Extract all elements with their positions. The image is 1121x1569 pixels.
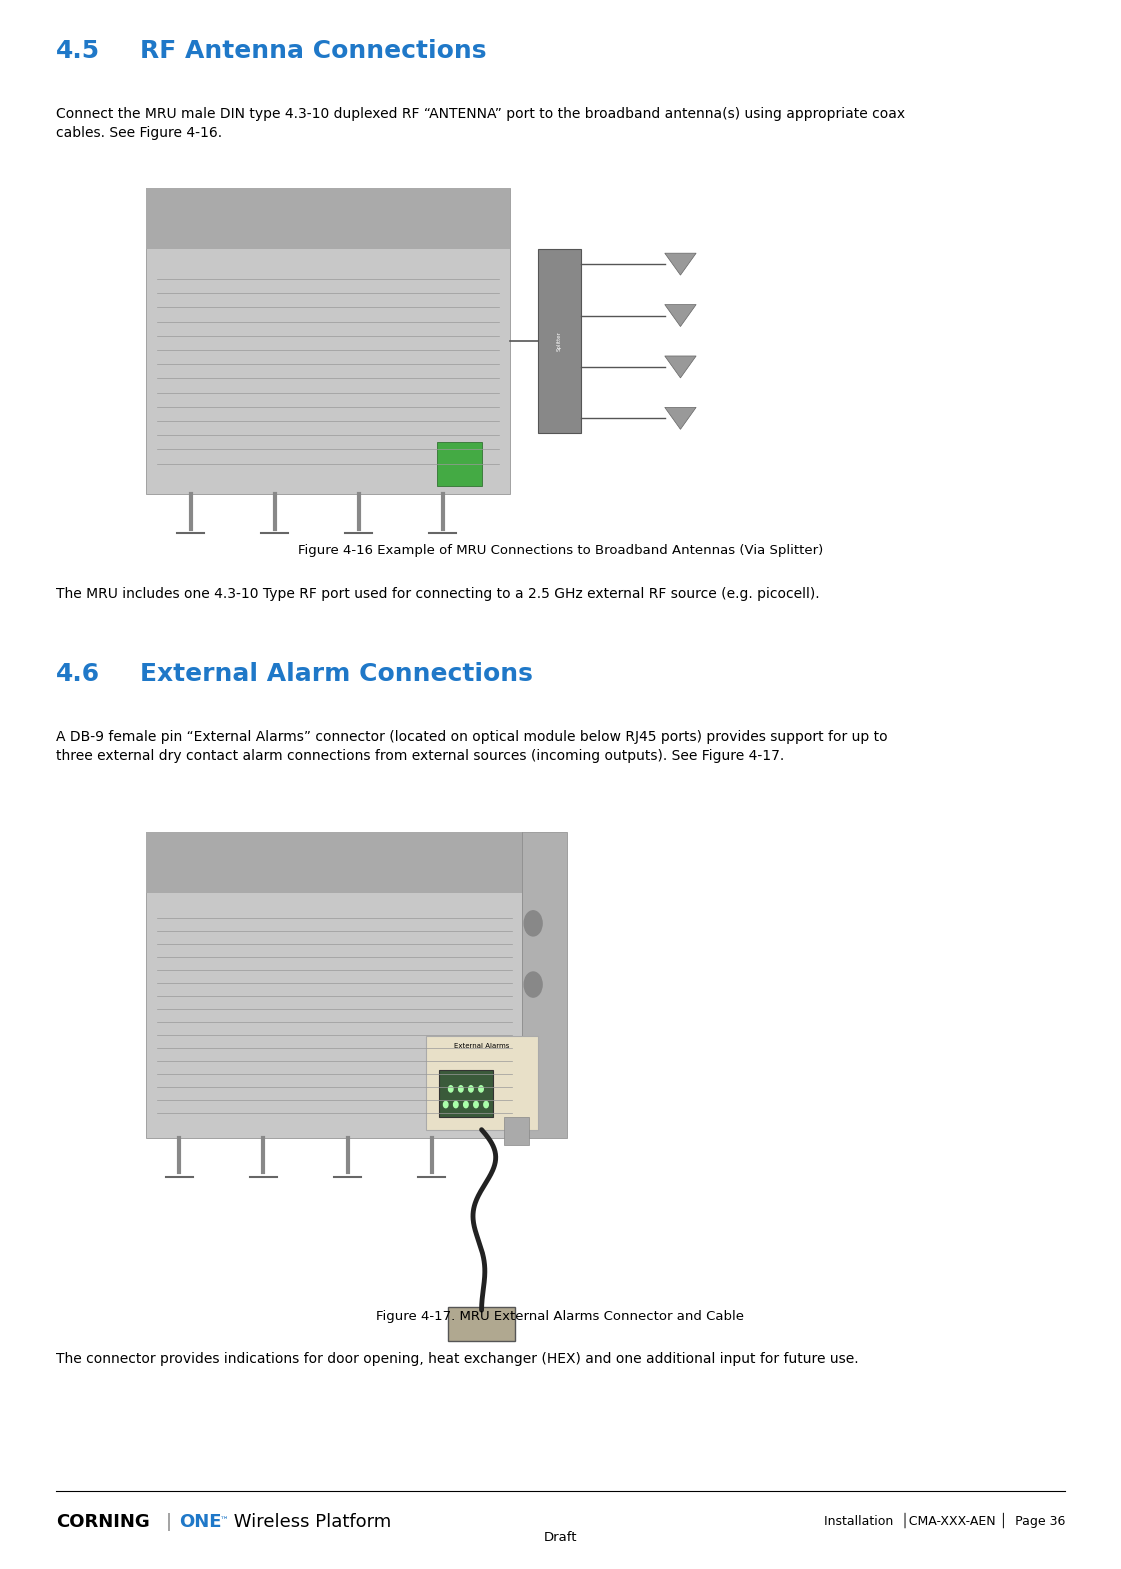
Polygon shape — [665, 304, 696, 326]
Circle shape — [464, 1101, 469, 1108]
Bar — [439, 1070, 493, 1117]
Text: External Alarms: External Alarms — [454, 1043, 509, 1050]
Circle shape — [469, 1086, 473, 1092]
Polygon shape — [665, 253, 696, 275]
Text: Draft: Draft — [544, 1531, 577, 1544]
Text: A DB-9 female pin “External Alarms” connector (located on optical module below R: A DB-9 female pin “External Alarms” conn… — [56, 730, 888, 763]
Text: Splitter: Splitter — [557, 331, 562, 351]
Text: 4.5: 4.5 — [56, 39, 100, 63]
Bar — [538, 249, 581, 433]
Text: RF Antenna Connections: RF Antenna Connections — [140, 39, 487, 63]
Bar — [448, 1307, 516, 1341]
Text: |: | — [166, 1513, 172, 1530]
Circle shape — [479, 1086, 483, 1092]
Circle shape — [474, 1101, 479, 1108]
Circle shape — [525, 971, 543, 998]
Bar — [437, 442, 482, 486]
Bar — [146, 832, 522, 1138]
Text: CORNING: CORNING — [56, 1513, 150, 1530]
Polygon shape — [665, 356, 696, 378]
Circle shape — [525, 910, 543, 935]
Polygon shape — [665, 408, 696, 430]
Bar — [504, 1117, 529, 1145]
Circle shape — [448, 1086, 453, 1092]
Text: ONE: ONE — [179, 1513, 222, 1530]
Text: Installation  │CMA-XXX-AEN │  Page 36: Installation │CMA-XXX-AEN │ Page 36 — [824, 1513, 1065, 1528]
Circle shape — [458, 1086, 463, 1092]
Bar — [146, 188, 510, 494]
Circle shape — [484, 1101, 489, 1108]
Bar — [146, 832, 522, 893]
Text: The MRU includes one 4.3-10 Type RF port used for connecting to a 2.5 GHz extern: The MRU includes one 4.3-10 Type RF port… — [56, 587, 819, 601]
Text: The connector provides indications for door opening, heat exchanger (HEX) and on: The connector provides indications for d… — [56, 1352, 859, 1367]
Text: External Alarm Connections: External Alarm Connections — [140, 662, 532, 686]
Bar — [146, 188, 510, 249]
Text: ™: ™ — [220, 1516, 229, 1525]
Bar — [426, 1036, 538, 1130]
Circle shape — [454, 1101, 458, 1108]
Text: Figure 4-17. MRU External Alarms Connector and Cable: Figure 4-17. MRU External Alarms Connect… — [377, 1310, 744, 1323]
Circle shape — [444, 1101, 448, 1108]
Text: Figure 4-16 Example of MRU Connections to Broadband Antennas (Via Splitter): Figure 4-16 Example of MRU Connections t… — [298, 544, 823, 557]
Bar — [522, 832, 567, 1138]
Text: Connect the MRU male DIN type 4.3-10 duplexed RF “ANTENNA” port to the broadband: Connect the MRU male DIN type 4.3-10 dup… — [56, 107, 905, 140]
Text: 4.6: 4.6 — [56, 662, 100, 686]
Text: Wireless Platform: Wireless Platform — [228, 1513, 391, 1530]
